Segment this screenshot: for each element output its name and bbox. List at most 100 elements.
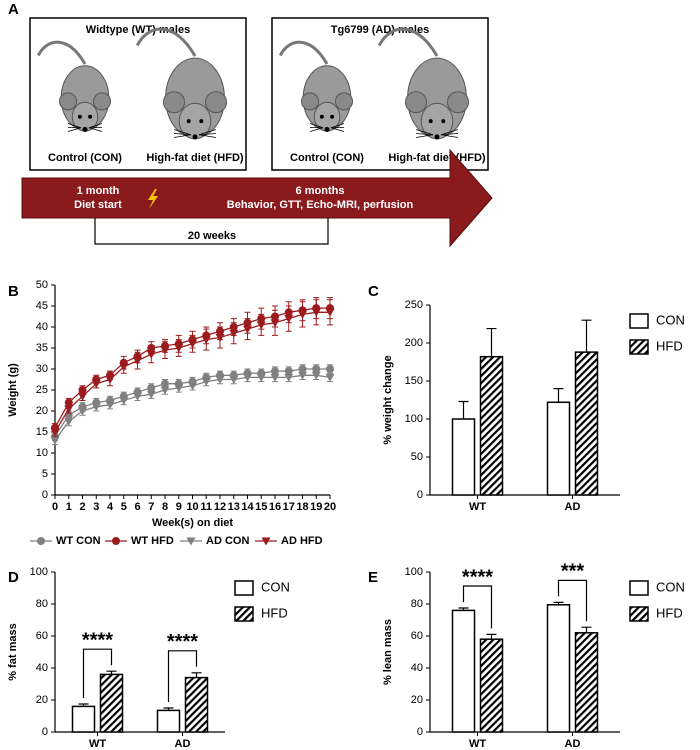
x-tick-label: WT: [469, 501, 486, 513]
error-bar: [191, 672, 202, 678]
x-tick-label: AD: [565, 501, 581, 513]
legend-label: CON: [261, 579, 290, 594]
x-tick-label: 8: [162, 501, 168, 513]
point: [215, 376, 225, 384]
point: [78, 407, 87, 416]
legend-label: HFD: [656, 338, 683, 353]
y-tick-label: 35: [36, 342, 48, 354]
significance-label: ****: [462, 566, 493, 588]
point: [160, 346, 170, 355]
bar: [479, 355, 504, 496]
mouse-whisker: [415, 134, 434, 138]
mouse-head: [420, 102, 454, 140]
legend-label: CON: [656, 312, 685, 327]
mouse-whisker: [88, 123, 103, 129]
x-tick-label: 15: [255, 501, 267, 513]
mouse-label: Control (CON): [290, 152, 364, 164]
point: [50, 428, 60, 437]
error-bar: [486, 633, 497, 640]
group-title: Tg6799 (AD) males: [331, 24, 429, 36]
point: [64, 405, 74, 414]
point: [64, 418, 74, 426]
point: [133, 392, 142, 401]
legend-marker: [112, 537, 120, 545]
point: [188, 340, 197, 349]
point: [133, 357, 142, 366]
mouse-ear: [59, 92, 77, 111]
y-tick-label: 100: [30, 566, 48, 578]
significance-bracket: [557, 579, 588, 622]
point: [243, 373, 252, 382]
bar: [184, 676, 209, 733]
bar: [546, 401, 571, 496]
mouse-eye: [319, 114, 324, 119]
mouse-head: [313, 101, 341, 132]
bar: [451, 609, 476, 733]
x-tick-label: 17: [283, 501, 295, 513]
point: [160, 386, 170, 395]
legend-swatch: [234, 606, 254, 622]
legend-marker: [37, 537, 45, 545]
x-tick-label: AD: [175, 738, 191, 750]
y-tick-label: 50: [411, 451, 423, 463]
point: [229, 376, 239, 384]
legend-label: HFD: [656, 605, 683, 620]
point: [119, 363, 129, 372]
x-tick-label: 0: [52, 501, 58, 513]
mouse-whisker: [440, 129, 459, 136]
mouse-tail: [278, 40, 329, 65]
y-tick-label: 0: [42, 489, 48, 501]
y-tick-label: 20: [36, 694, 48, 706]
y-tick-label: 40: [411, 662, 423, 674]
y-axis-label: % weight change: [382, 355, 394, 444]
bar: [71, 705, 96, 733]
mouse-ear: [447, 91, 469, 114]
x-tick-label: 2: [79, 501, 85, 513]
legend-marker: [186, 537, 196, 546]
mouse-whisker: [415, 129, 434, 136]
group-title: Widtype (WT) males: [86, 24, 190, 36]
y-axis-label: Weight (g): [7, 363, 19, 417]
x-tick-label: 13: [228, 501, 240, 513]
y-tick-label: 5: [42, 468, 48, 480]
point: [174, 344, 184, 353]
group-box: [271, 17, 489, 171]
point: [91, 403, 101, 412]
mouse-whisker: [198, 134, 217, 138]
legend-swatch: [629, 339, 649, 355]
y-axis-label: % lean mass: [382, 619, 394, 685]
point: [78, 392, 87, 401]
y-tick-label: 10: [36, 447, 48, 459]
point: [284, 315, 294, 324]
x-tick-label: 5: [121, 501, 127, 513]
timeline-end: 6 months: [296, 185, 345, 197]
legend-label: WT HFD: [131, 535, 174, 547]
significance-bracket: [462, 585, 493, 629]
significance-label: ****: [167, 631, 198, 653]
x-tick-label: 6: [134, 501, 140, 513]
panel-label: D: [8, 569, 19, 586]
legend-swatch: [629, 313, 649, 329]
point: [325, 308, 335, 317]
point: [146, 390, 156, 399]
legend-label: AD HFD: [281, 535, 323, 547]
legend-swatch: [629, 580, 649, 596]
point: [105, 401, 115, 410]
timeline-start: 1 month: [77, 185, 120, 197]
error-bar: [163, 707, 174, 711]
mouse-whisker: [67, 123, 82, 129]
point: [188, 382, 197, 391]
mouse-head: [71, 101, 99, 132]
significance-bracket: [167, 650, 198, 702]
y-tick-label: 100: [405, 566, 423, 578]
x-tick-label: 20: [324, 501, 336, 513]
mouse-whisker: [330, 127, 345, 132]
legend-marker: [261, 537, 271, 546]
mouse-ear: [163, 91, 185, 114]
point: [256, 373, 266, 382]
point: [119, 397, 129, 405]
point: [326, 365, 334, 373]
y-tick-label: 50: [36, 279, 48, 291]
y-tick-label: 60: [36, 630, 48, 642]
x-tick-label: 16: [269, 501, 281, 513]
